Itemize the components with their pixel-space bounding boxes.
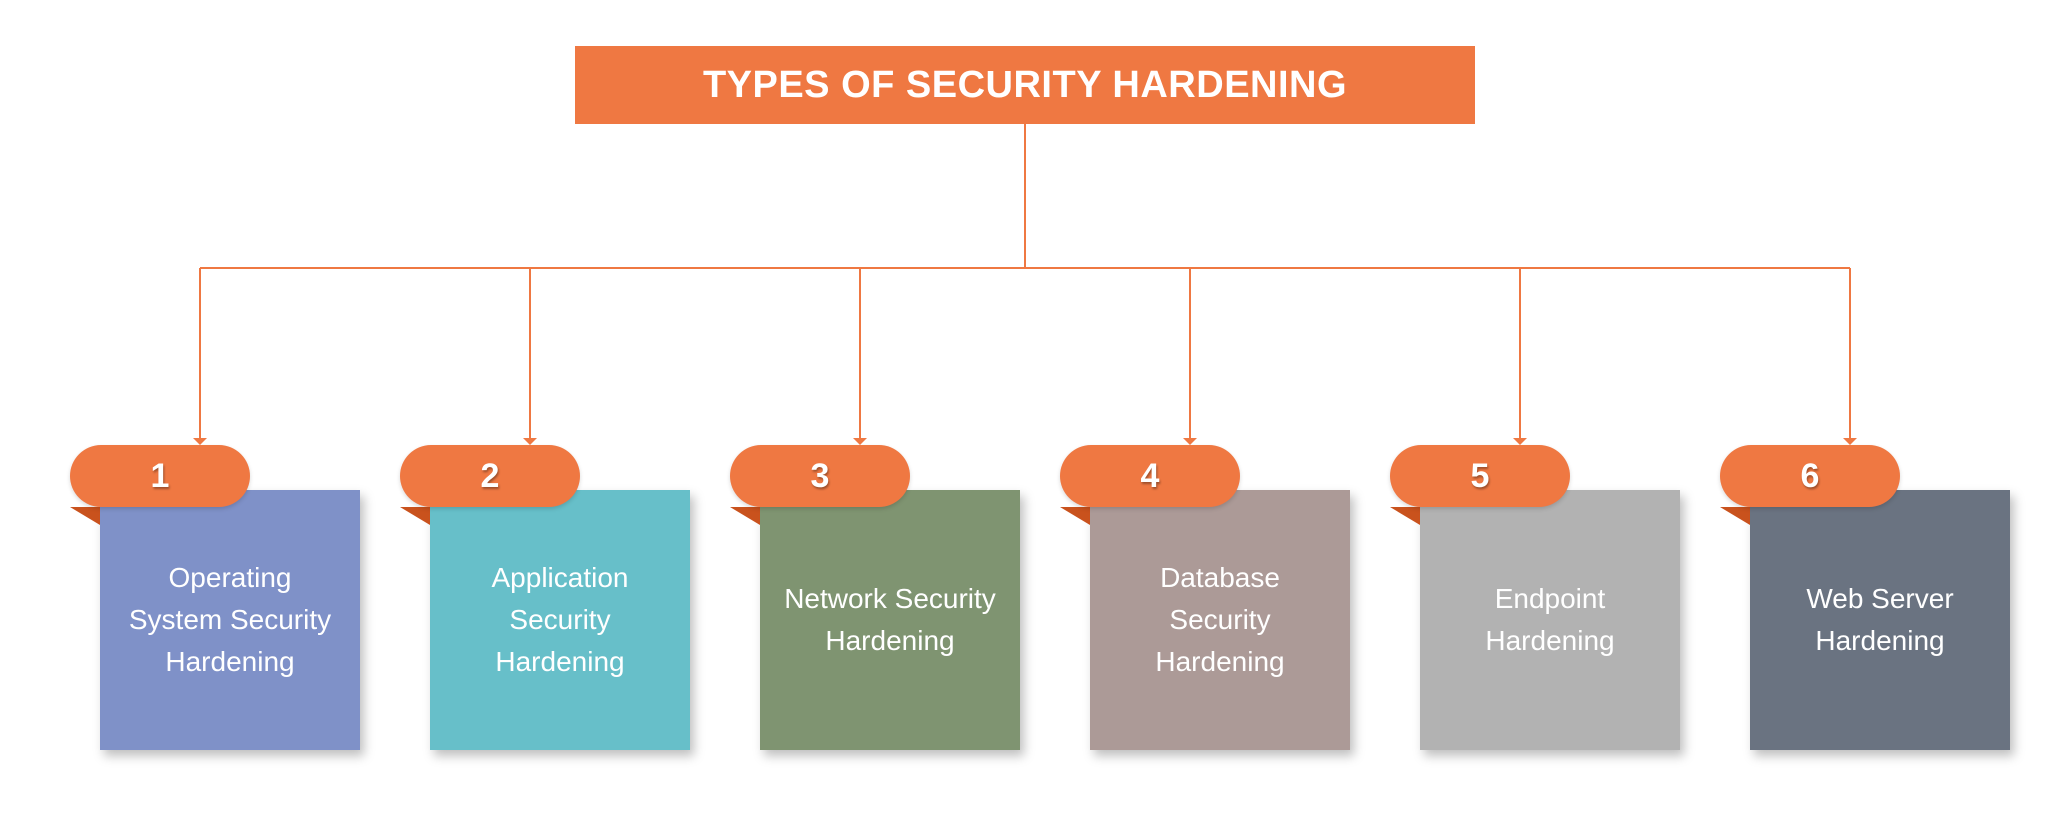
badge-number: 4 [1141, 457, 1160, 496]
badge-number: 1 [151, 457, 170, 496]
type-card-2: Application Security Hardening [430, 490, 690, 750]
type-card-4: Database Security Hardening [1090, 490, 1350, 750]
number-badge-1: 1 [70, 445, 250, 507]
badge-fold [1720, 507, 1750, 525]
type-card-5: Endpoint Hardening [1420, 490, 1680, 750]
badge-fold [1390, 507, 1420, 525]
badge-fold [400, 507, 430, 525]
number-badge-4: 4 [1060, 445, 1240, 507]
badge-number: 2 [481, 457, 500, 496]
badge-fold [70, 507, 100, 525]
badge-number: 5 [1471, 457, 1490, 496]
card-label: Network Security Hardening [780, 578, 1000, 662]
card-label: Web Server Hardening [1770, 578, 1990, 662]
card-label: Application Security Hardening [450, 557, 670, 683]
number-badge-3: 3 [730, 445, 910, 507]
badge-fold [730, 507, 760, 525]
number-badge-5: 5 [1390, 445, 1570, 507]
card-label: Operating System Security Hardening [120, 557, 340, 683]
card-label: Database Security Hardening [1110, 557, 1330, 683]
badge-number: 3 [811, 457, 830, 496]
number-badge-6: 6 [1720, 445, 1900, 507]
type-card-3: Network Security Hardening [760, 490, 1020, 750]
number-badge-2: 2 [400, 445, 580, 507]
type-card-1: Operating System Security Hardening [100, 490, 360, 750]
type-card-6: Web Server Hardening [1750, 490, 2010, 750]
card-label: Endpoint Hardening [1440, 578, 1660, 662]
badge-number: 6 [1801, 457, 1820, 496]
badge-fold [1060, 507, 1090, 525]
